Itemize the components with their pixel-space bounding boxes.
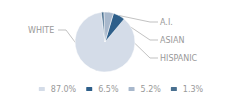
svg-text:6.5%: 6.5% [98, 85, 119, 94]
svg-text:1.3%: 1.3% [183, 85, 204, 94]
svg-text:HISPANIC: HISPANIC [160, 54, 198, 63]
svg-text:87.0%: 87.0% [51, 85, 77, 94]
svg-text:ASIAN: ASIAN [160, 36, 184, 45]
svg-text:5.2%: 5.2% [141, 85, 162, 94]
svg-text:WHITE: WHITE [28, 26, 54, 35]
svg-text:A.I.: A.I. [160, 18, 173, 27]
